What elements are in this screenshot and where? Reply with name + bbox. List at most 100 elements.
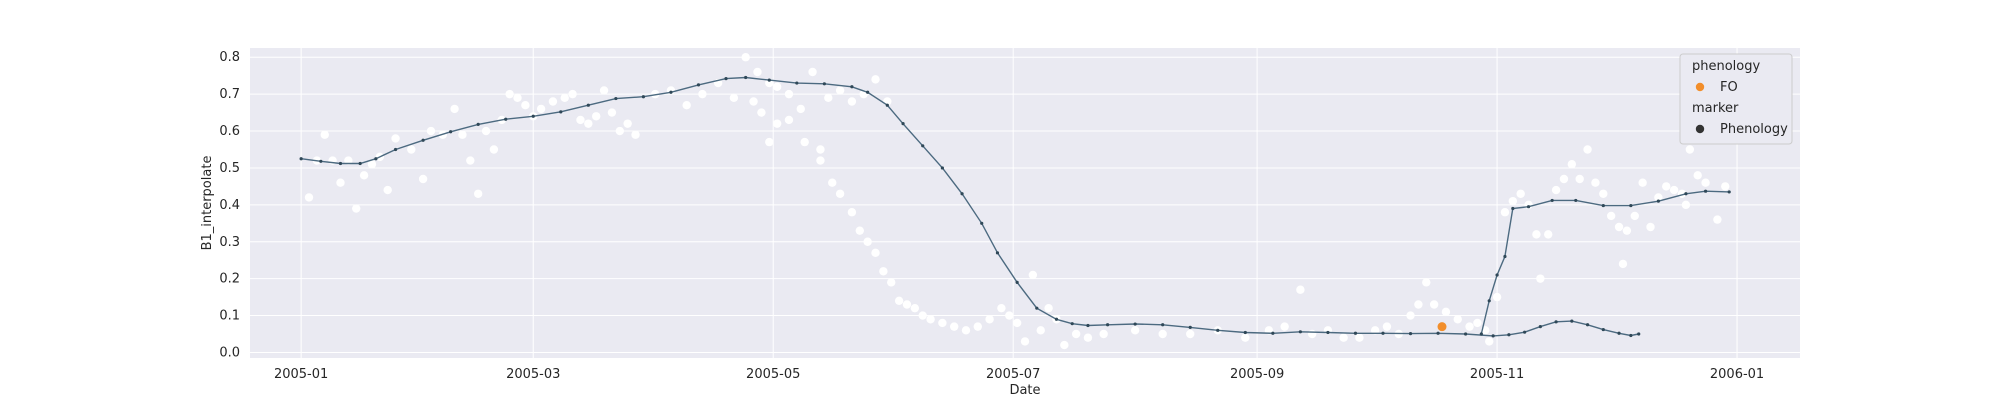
observation-point [466,156,475,165]
observation-point [1508,196,1518,206]
observation-point [1099,329,1108,339]
line-marker [1703,189,1708,193]
observation-point [784,89,794,99]
observation-point [450,104,459,114]
observation-point [985,315,994,324]
line-marker [669,90,673,94]
observation-point [591,112,601,121]
observation-point [926,315,935,324]
observation-point [1186,329,1195,339]
observation-point [816,156,825,165]
observation-point [1414,300,1423,309]
observation-point [1646,222,1655,232]
line-marker [449,130,453,134]
observation-point [1441,307,1451,317]
observation-point [1241,333,1250,342]
line-marker [319,159,323,163]
observation-point [765,137,774,147]
x-tick-label: 2005-05 [746,367,800,382]
y-tick-label: 0.8 [219,50,240,65]
line-marker [1554,320,1558,324]
line-marker [1436,331,1440,335]
observation-point [1591,178,1600,187]
observation-point [481,126,491,136]
phenology-point-fo [1437,322,1447,332]
y-axis-label: B1_interpolate [200,156,215,251]
line-marker [1629,333,1633,338]
observation-point [1492,292,1502,302]
observation-point [458,130,467,139]
observation-point [729,93,739,103]
observation-point [1551,185,1561,195]
line-marker [1585,323,1590,327]
observation-point [615,126,624,136]
line-marker [1035,306,1039,310]
observation-point [1382,322,1392,331]
line-marker [1550,198,1554,203]
observation-point [1296,285,1305,294]
legend-entry: FO [1720,80,1738,95]
observation-point [847,97,857,106]
observation-point [887,278,896,287]
observation-point [1567,160,1577,169]
observation-point [1406,311,1415,320]
observation-point [1721,182,1730,191]
y-tick-label: 0.3 [219,235,240,250]
observation-points [304,53,1730,350]
observation-point [1355,333,1364,342]
line-marker [1243,330,1247,335]
line-marker [744,75,748,80]
line-marker [1617,331,1621,335]
line-marker [1507,333,1511,337]
observation-point [973,322,982,331]
observation-point [1693,171,1702,180]
line-marker [393,147,398,152]
x-tick-label: 2005-11 [1470,367,1524,382]
observation-point [1583,145,1592,154]
legend-marker [1695,124,1705,134]
observation-point [320,130,329,139]
observation-point [1669,185,1679,195]
observation-point [1370,326,1380,335]
observation-point [1681,200,1691,210]
observation-point [1685,145,1695,154]
observation-point [1012,318,1022,328]
observation-point [426,126,436,136]
observation-point [352,204,361,213]
observation-point [1028,270,1038,280]
y-tick-label: 0.2 [219,272,240,287]
observation-point [623,119,632,128]
line-marker [1408,332,1413,336]
observation-point [1618,259,1628,269]
line-marker [696,83,701,87]
interpolated-line [1480,190,1730,335]
observation-point [1701,178,1710,187]
line-marker [531,114,535,118]
line-marker [1086,323,1090,328]
observation-point [599,86,609,95]
observation-point [1544,230,1553,239]
line-marker [1538,325,1542,329]
y-tick-label: 0.6 [219,124,240,139]
observation-point [828,178,837,187]
line-marker [421,138,425,142]
observation-point [607,108,617,117]
observation-point [1036,326,1045,335]
line-marker [1656,199,1660,203]
line-marker [1570,319,1574,323]
observation-point [863,237,872,246]
observation-point [1453,315,1462,324]
line-marker [1464,332,1468,336]
line-marker [1106,323,1110,327]
observation-point [741,53,750,62]
y-ticks: 0.0 0.1 0.2 0.3 0.4 0.5 0.6 0.7 0.8 [219,50,240,360]
line-marker [1054,317,1059,321]
observation-point [871,75,880,84]
line-marker [476,122,480,126]
observation-point [521,101,530,110]
phenology-points [1437,322,1447,332]
observation-point [1536,274,1545,283]
observation-point [698,89,707,99]
line-marker [504,117,508,121]
observation-point [344,156,353,165]
